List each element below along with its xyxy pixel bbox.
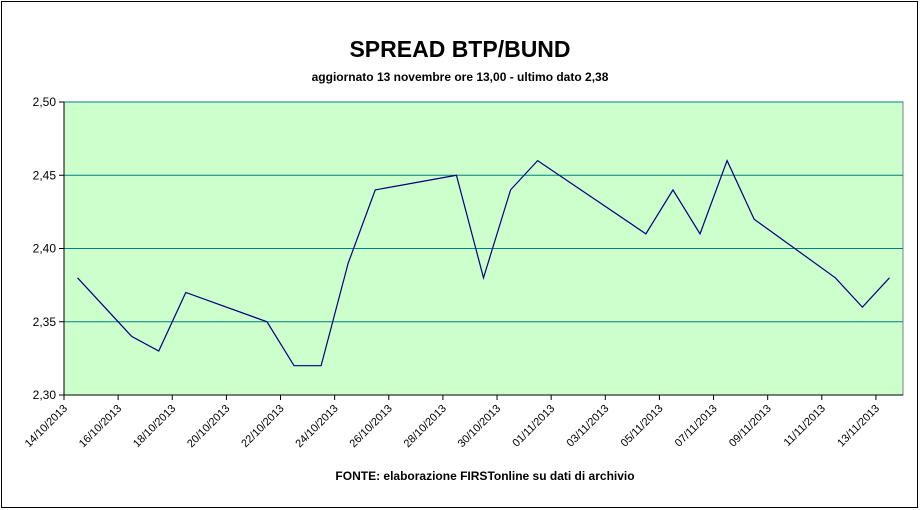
y-tick-label: 2,45: [33, 168, 57, 182]
series-line: [77, 159, 890, 367]
y-tick-label: 2,50: [33, 95, 57, 109]
y-tick-label: 2,30: [33, 388, 57, 402]
y-tick-label: 2,40: [33, 242, 57, 256]
source-note: FONTE: elaborazione FIRSTonline su dati …: [335, 469, 634, 483]
y-tick-label: 2,35: [33, 315, 57, 329]
chart-subtitle: aggiornato 13 novembre ore 13,00 - ultim…: [312, 70, 609, 84]
chart-title: SPREAD BTP/BUND: [349, 36, 570, 62]
